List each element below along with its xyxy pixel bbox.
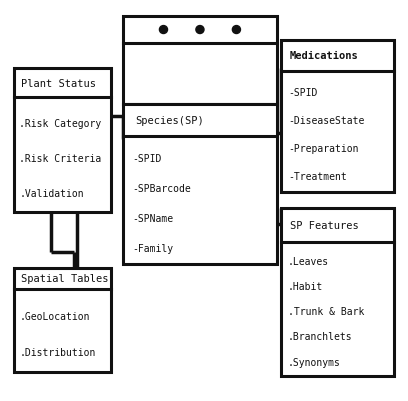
Text: -DiseaseState: -DiseaseState <box>288 116 364 126</box>
Text: -Family: -Family <box>132 243 173 253</box>
Text: -Treatment: -Treatment <box>288 172 346 182</box>
Text: Spatial Tables: Spatial Tables <box>21 273 109 284</box>
Text: Species(SP): Species(SP) <box>135 116 204 126</box>
Text: -SPBarcode: -SPBarcode <box>132 184 191 194</box>
Text: .Branchlets: .Branchlets <box>288 332 353 342</box>
Text: .Risk Category: .Risk Category <box>20 119 102 129</box>
Bar <box>281 209 395 376</box>
Text: .Habit: .Habit <box>288 281 323 291</box>
Text: -SPID: -SPID <box>132 154 162 164</box>
Bar <box>123 105 277 264</box>
Text: Medications: Medications <box>290 51 359 61</box>
Text: -SPName: -SPName <box>132 213 173 223</box>
Text: .Trunk & Bark: .Trunk & Bark <box>288 306 364 316</box>
Bar <box>123 17 277 105</box>
Bar <box>281 41 395 192</box>
Text: .Synonyms: .Synonyms <box>288 357 341 367</box>
Text: .Risk Criteria: .Risk Criteria <box>20 154 102 164</box>
Bar <box>13 69 111 213</box>
Text: .Validation: .Validation <box>20 188 84 198</box>
Text: -SPID: -SPID <box>288 87 317 97</box>
Text: .Leaves: .Leaves <box>288 256 329 266</box>
Text: -Preparation: -Preparation <box>288 144 358 154</box>
Text: Plant Status: Plant Status <box>21 79 96 88</box>
Text: .Distribution: .Distribution <box>20 347 96 357</box>
Text: SP Features: SP Features <box>290 220 359 230</box>
Bar <box>13 268 111 372</box>
Circle shape <box>196 26 204 34</box>
Circle shape <box>233 26 240 34</box>
Text: .GeoLocation: .GeoLocation <box>20 311 90 321</box>
Circle shape <box>160 26 168 34</box>
